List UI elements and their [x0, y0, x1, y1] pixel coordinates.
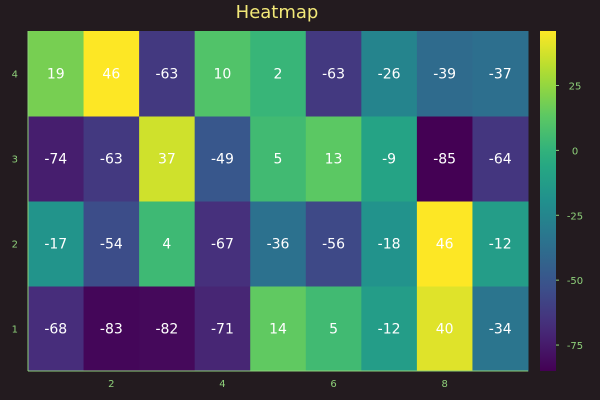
heatmap-cell [250, 31, 307, 117]
cell-value-label: 2 [274, 67, 283, 83]
heatmap-cell [305, 286, 362, 372]
heatmap-cell [28, 286, 85, 372]
heatmap-cells [28, 31, 529, 372]
y-tick-label: 2 [12, 240, 18, 251]
cell-value-label: -67 [211, 237, 234, 253]
heatmap-cell [361, 201, 418, 287]
colorbar-tick-label: -75 [567, 341, 583, 352]
heatmap-cell [305, 201, 362, 287]
heatmap-cell [194, 286, 251, 372]
cell-value-label: -26 [378, 67, 401, 83]
cell-value-label: -63 [322, 67, 345, 83]
y-tick-label: 3 [12, 155, 18, 166]
colorbar-tick-label: 0 [572, 146, 578, 157]
cell-value-label: -85 [433, 152, 456, 168]
cell-value-label: -68 [44, 322, 67, 338]
heatmap-cell [472, 201, 529, 287]
cell-value-label: 46 [102, 67, 120, 83]
heatmap-cell [472, 116, 529, 202]
cell-value-label: 19 [47, 67, 65, 83]
heatmap-cell [139, 286, 196, 372]
cell-value-label: -82 [155, 322, 178, 338]
heatmap-cell [28, 116, 85, 202]
colorbar-gradient [540, 31, 556, 371]
heatmap-cell [194, 31, 251, 117]
heatmap-cell [416, 31, 473, 117]
cell-value-label: -34 [489, 322, 512, 338]
cell-value-label: 46 [436, 237, 454, 253]
cell-value-label: 5 [274, 152, 283, 168]
plot-axes [27, 31, 528, 372]
heatmap-cell [250, 286, 307, 372]
heatmap-cell [83, 31, 140, 117]
heatmap-cell [28, 31, 85, 117]
heatmap-cell [416, 201, 473, 287]
cell-value-label: -56 [322, 237, 345, 253]
heatmap-cell [194, 116, 251, 202]
cell-value-label: -12 [489, 237, 512, 253]
colorbar-tick-label: 25 [569, 82, 582, 93]
heatmap-cell [28, 201, 85, 287]
heatmap-cell [250, 201, 307, 287]
heatmap-cell [361, 116, 418, 202]
cell-value-label: -9 [382, 152, 396, 168]
cell-value-label: -63 [155, 67, 178, 83]
heatmap-cell [472, 31, 529, 117]
heatmap-cell [361, 286, 418, 372]
cell-value-label: 14 [269, 322, 287, 338]
cell-value-label: -54 [100, 237, 123, 253]
heatmap-cell [194, 201, 251, 287]
cell-value-label: 5 [329, 322, 338, 338]
y-tick-label: 4 [12, 70, 18, 81]
heatmap-cell [416, 286, 473, 372]
y-tick-label: 1 [12, 325, 18, 336]
heatmap-cell [139, 31, 196, 117]
colorbar-ticks: 25 0 -25 -50 -75 [556, 82, 583, 352]
heatmap-cell [472, 286, 529, 372]
heatmap-cell [83, 286, 140, 372]
cell-value-label: -18 [378, 237, 401, 253]
colorbar-tick-label: -25 [567, 211, 583, 222]
cell-value-label: 40 [436, 322, 454, 338]
cell-value-label: -12 [378, 322, 401, 338]
x-axis-ticks: 2 4 6 8 [108, 379, 448, 390]
heatmap-cell [250, 116, 307, 202]
heatmap-cell [305, 116, 362, 202]
cell-value-label: -64 [489, 152, 512, 168]
cell-value-label: -71 [211, 322, 234, 338]
chart-title: Heatmap [236, 2, 319, 23]
cell-value-label: -39 [433, 67, 456, 83]
heatmap-cell [83, 201, 140, 287]
cell-value-label: -49 [211, 152, 234, 168]
heatmap-cell [361, 31, 418, 117]
cell-value-label: 13 [325, 152, 343, 168]
colorbar [540, 31, 556, 371]
heatmap-cell [139, 201, 196, 287]
heatmap-cell [83, 116, 140, 202]
colorbar-tick-label: -50 [567, 276, 583, 287]
y-axis-ticks: 1 2 3 4 [12, 70, 18, 336]
x-tick-label: 4 [219, 379, 225, 390]
cell-value-label: -36 [267, 237, 290, 253]
cell-value-label: 37 [158, 152, 176, 168]
cell-value-label: -83 [100, 322, 123, 338]
cell-value-label: 10 [214, 67, 232, 83]
heatmap-cell [305, 31, 362, 117]
heatmap-cell [139, 116, 196, 202]
x-tick-label: 2 [108, 379, 114, 390]
cell-value-label: -74 [44, 152, 67, 168]
cell-value-label: -63 [100, 152, 123, 168]
cell-value-label: -37 [489, 67, 512, 83]
x-tick-label: 6 [330, 379, 336, 390]
cell-value-label: 4 [162, 237, 171, 253]
x-tick-label: 8 [441, 379, 447, 390]
cell-value-label: -17 [44, 237, 67, 253]
heatmap-cell-labels: -68 -83 -82 -71 14 5 -12 40 -34 -17 -54 4 -67 -36 -56 -… [44, 67, 511, 338]
heatmap-cell [416, 116, 473, 202]
